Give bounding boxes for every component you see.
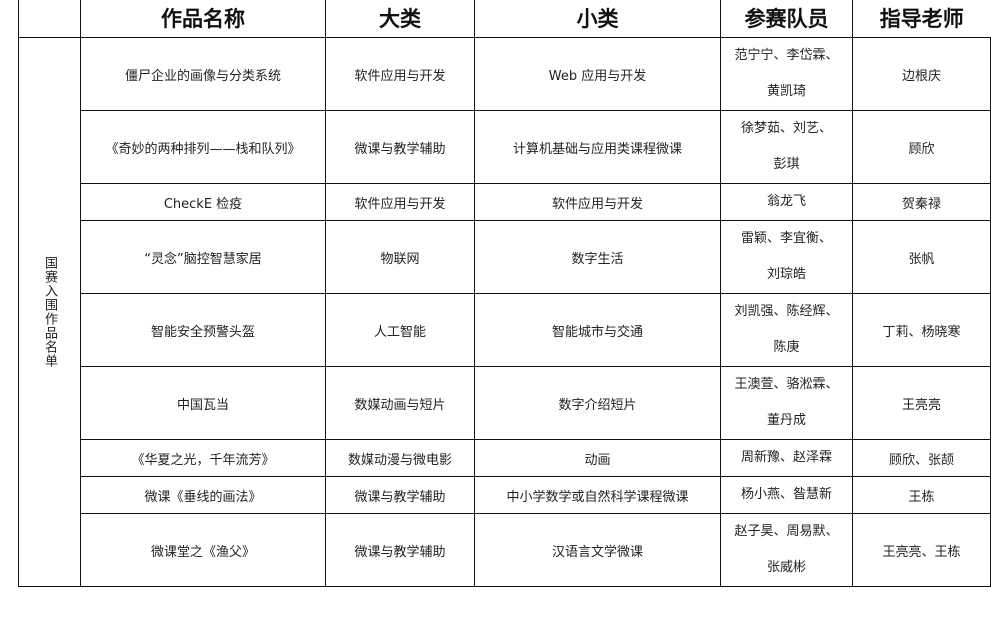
- work-name: 微课《垂线的画法》: [80, 476, 326, 514]
- award-table: 作品名称 大类 小类 参赛队员 指导老师 国赛入围作品名单 僵尸企业的画像与分类系…: [18, 0, 991, 587]
- header-name: 作品名称: [80, 0, 326, 38]
- table-row: 智能安全预警头盔 人工智能 智能城市与交通 刘凯强、陈经辉、 陈庚 丁莉、杨晓寒: [19, 293, 991, 367]
- minor-category: 智能城市与交通: [474, 293, 721, 367]
- table-row: 《华夏之光，千年流芳》 数媒动漫与微电影 动画 周新豫、赵泽霖 顾欣、张颉: [19, 439, 991, 477]
- header-minor: 小类: [474, 0, 721, 38]
- minor-category: 数字介绍短片: [474, 366, 721, 440]
- table-row: CheckE 检疫 软件应用与开发 软件应用与开发 翁龙飞 贺秦禄: [19, 183, 991, 221]
- advisor: 张帆: [852, 220, 991, 294]
- header-members: 参赛队员: [720, 0, 853, 38]
- member-line: 翁龙飞: [766, 194, 806, 209]
- major-category: 软件应用与开发: [325, 37, 475, 111]
- work-name: CheckE 检疫: [80, 183, 326, 221]
- team-members: 雷颖、李宜衡、 刘琮皓: [720, 220, 853, 294]
- major-category: 微课与教学辅助: [325, 476, 475, 514]
- team-members: 翁龙飞: [720, 183, 853, 221]
- header-advisor: 指导老师: [852, 0, 991, 38]
- minor-category: 计算机基础与应用类课程微课: [474, 110, 721, 184]
- member-line: 范宁宁、李岱霖、: [734, 48, 839, 63]
- member-line: 陈庚: [773, 340, 800, 355]
- member-line: 张威彬: [766, 560, 806, 575]
- team-members: 赵子昊、周易默、 张威彬: [720, 513, 853, 587]
- advisor: 顾欣: [852, 110, 991, 184]
- header-blank: [18, 0, 81, 38]
- minor-category: 汉语言文学微课: [474, 513, 721, 587]
- member-line: 王澳萱、骆淞霖、: [734, 377, 839, 392]
- work-name: 微课堂之《渔父》: [80, 513, 326, 587]
- major-category: 数媒动漫与微电影: [325, 439, 475, 477]
- work-name: “灵念”脑控智慧家居: [80, 220, 326, 294]
- minor-category: Web 应用与开发: [474, 37, 721, 111]
- work-name: 《华夏之光，千年流芳》: [80, 439, 326, 477]
- member-line: 赵子昊、周易默、: [734, 524, 839, 539]
- side-label: 国赛入围作品名单: [18, 37, 81, 587]
- header-major: 大类: [325, 0, 475, 38]
- table-row: 微课《垂线的画法》 微课与教学辅助 中小学数学或自然科学课程微课 杨小燕、昝慧新 王栋: [19, 476, 991, 514]
- major-category: 微课与教学辅助: [325, 513, 475, 587]
- work-name: 智能安全预警头盔: [80, 293, 326, 367]
- member-line: 刘琮皓: [766, 267, 806, 282]
- table-row: 国赛入围作品名单 僵尸企业的画像与分类系统 软件应用与开发 Web 应用与开发 范宁宁、…: [18, 37, 991, 587]
- work-name: 僵尸企业的画像与分类系统: [80, 37, 326, 111]
- advisor: 边根庆: [852, 37, 991, 111]
- advisor: 丁莉、杨晓寒: [852, 293, 991, 367]
- table-row: 微课堂之《渔父》 微课与教学辅助 汉语言文学微课 赵子昊、周易默、 张威彬 王亮亮、王栋: [19, 513, 991, 587]
- team-members: 王澳萱、骆淞霖、 董丹成: [720, 366, 853, 440]
- member-line: 徐梦茹、刘艺、: [740, 121, 832, 136]
- team-members: 徐梦茹、刘艺、 彭琪: [720, 110, 853, 184]
- member-line: 周新豫、赵泽霖: [740, 450, 832, 465]
- team-members: 杨小燕、昝慧新: [720, 476, 853, 514]
- member-line: 杨小燕、昝慧新: [740, 487, 832, 502]
- advisor: 顾欣、张颉: [852, 439, 991, 477]
- work-name: 中国瓦当: [80, 366, 326, 440]
- advisor: 贺秦禄: [852, 183, 991, 221]
- team-members: 周新豫、赵泽霖: [720, 439, 853, 477]
- member-line: 董丹成: [766, 413, 806, 428]
- header-row: 作品名称 大类 小类 参赛队员 指导老师: [18, 0, 991, 38]
- minor-category: 数字生活: [474, 220, 721, 294]
- member-line: 雷颖、李宜衡、: [740, 231, 832, 246]
- advisor: 王亮亮、王栋: [852, 513, 991, 587]
- major-category: 人工智能: [325, 293, 475, 367]
- minor-category: 软件应用与开发: [474, 183, 721, 221]
- minor-category: 动画: [474, 439, 721, 477]
- member-line: 彭琪: [773, 157, 800, 172]
- table-row: 中国瓦当 数媒动画与短片 数字介绍短片 王澳萱、骆淞霖、 董丹成 王亮亮: [19, 366, 991, 440]
- minor-category: 中小学数学或自然科学课程微课: [474, 476, 721, 514]
- major-category: 软件应用与开发: [325, 183, 475, 221]
- table-row: 《奇妙的两种排列——栈和队列》 微课与教学辅助 计算机基础与应用类课程微课 徐梦茹、刘…: [19, 110, 991, 184]
- major-category: 微课与教学辅助: [325, 110, 475, 184]
- major-category: 数媒动画与短片: [325, 366, 475, 440]
- table-row: “灵念”脑控智慧家居 物联网 数字生活 雷颖、李宜衡、 刘琮皓 张帆: [19, 220, 991, 294]
- advisor: 王亮亮: [852, 366, 991, 440]
- team-members: 范宁宁、李岱霖、 黄凯琦: [720, 37, 853, 111]
- work-name: 《奇妙的两种排列——栈和队列》: [80, 110, 326, 184]
- major-category: 物联网: [325, 220, 475, 294]
- advisor: 王栋: [852, 476, 991, 514]
- member-line: 刘凯强、陈经辉、: [734, 304, 839, 319]
- team-members: 刘凯强、陈经辉、 陈庚: [720, 293, 853, 367]
- member-line: 黄凯琦: [766, 84, 806, 99]
